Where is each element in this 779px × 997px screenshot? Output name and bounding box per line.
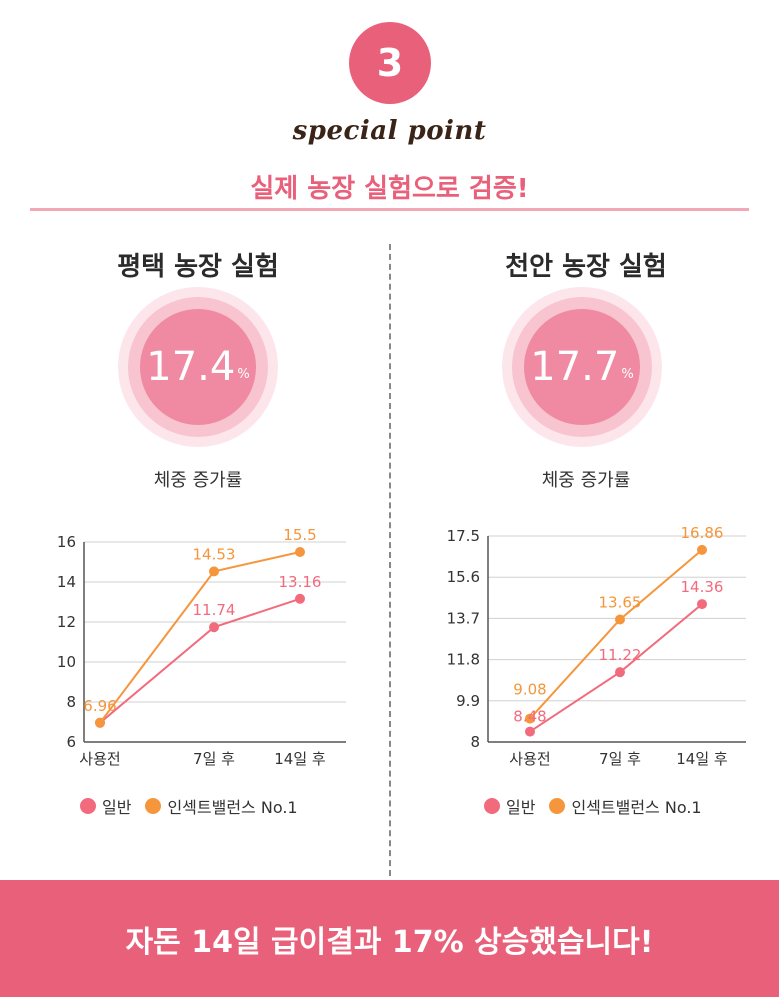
data-label: 16.86 (681, 524, 724, 542)
line-chart-cheonan: 8 9.9 11.8 13.7 15.6 17.5 사용전 7일 후 14일 후 8.48 11.2… (430, 520, 750, 770)
legend-label: 인섹트밸런스 No.1 (571, 798, 702, 817)
step-number-badge: 3 (349, 22, 431, 104)
y-tick-label: 6 (66, 733, 76, 751)
data-label: 13.16 (279, 573, 322, 591)
farm-title-pyeongtaek: 평택 농장 실험 (117, 252, 279, 282)
x-tick-label: 7일 후 (193, 750, 235, 768)
column-divider (389, 244, 391, 876)
legend-dot (80, 798, 96, 814)
data-point (615, 667, 625, 678)
data-point (295, 547, 305, 557)
x-tick-label: 7일 후 (599, 750, 641, 768)
x-tick-label: 사용전 (79, 750, 120, 768)
y-tick-label: 8 (470, 733, 480, 751)
header-divider (30, 208, 749, 211)
legend-item: 일반 (484, 794, 535, 818)
data-label: 8.48 (513, 708, 546, 726)
legend-item: 인섹트밸런스 No.1 (549, 794, 702, 818)
data-label: 13.65 (599, 593, 642, 611)
weight-gain-circle-pyeongtaek: 17.4% (118, 287, 278, 447)
y-tick-label: 15.6 (447, 568, 480, 586)
headline: 실제 농장 실험으로 검증! (250, 174, 529, 204)
circle-core: 17.4% (140, 309, 256, 425)
y-tick-label: 16 (57, 533, 76, 551)
data-point (209, 622, 219, 633)
data-label: 6.96 (83, 697, 116, 715)
percent-unit: % (237, 366, 250, 382)
y-tick-label: 9.9 (456, 692, 480, 710)
legend-label: 인섹트밸런스 No.1 (167, 798, 298, 817)
data-point (525, 713, 535, 724)
chart-svg: 8 9.9 11.8 13.7 15.6 17.5 사용전 7일 후 14일 후 8.48 11.2… (447, 524, 746, 768)
chart-legend: 일반 인섹트밸런스 No.1 (80, 794, 312, 818)
percent-unit: % (621, 366, 634, 382)
legend-label: 일반 (506, 798, 536, 817)
y-tick-label: 12 (57, 613, 76, 631)
x-tick-label: 사용전 (509, 750, 550, 768)
y-tick-label: 17.5 (447, 527, 480, 545)
legend-dot (549, 798, 566, 814)
footer-banner: 자돈 14일 급이결과 17% 상승했습니다! (0, 880, 779, 997)
line-chart-pyeongtaek: 6 8 10 12 14 16 사용전 7일 후 14일 후 11.74 13.16 6.96 14.5… (40, 520, 360, 770)
data-point (525, 726, 535, 737)
chart-legend: 일반 인섹트밸런스 No.1 (484, 794, 716, 818)
weight-gain-circle-cheonan: 17.7% (502, 287, 662, 447)
weight-gain-value: 17.7 (530, 344, 620, 390)
data-label: 14.53 (193, 545, 236, 563)
footer-text: 자돈 14일 급이결과 17% 상승했습니다! (125, 924, 654, 960)
y-tick-label: 11.8 (447, 651, 480, 669)
legend-dot (145, 798, 162, 814)
legend-dot (484, 798, 500, 814)
metric-label: 체중 증가률 (541, 470, 631, 491)
data-label: 11.22 (599, 646, 642, 664)
series-line (529, 549, 703, 720)
data-point (697, 544, 707, 555)
metric-label: 체중 증가률 (153, 470, 243, 491)
data-point (697, 599, 707, 610)
circle-core: 17.7% (524, 309, 640, 425)
farm-title-cheonan: 천안 농장 실험 (505, 252, 667, 282)
x-tick-label: 14일 후 (676, 750, 728, 768)
data-point (209, 566, 219, 577)
weight-gain-value: 17.4 (146, 344, 236, 390)
y-tick-label: 8 (66, 693, 76, 711)
chart-svg: 6 8 10 12 14 16 사용전 7일 후 14일 후 11.74 13.16 6.96 14.5… (57, 526, 346, 768)
data-label: 11.74 (193, 601, 236, 619)
legend-label: 일반 (102, 798, 132, 817)
data-label: 14.36 (681, 578, 724, 596)
legend-item: 일반 (80, 794, 131, 818)
y-tick-label: 14 (57, 573, 76, 591)
legend-item: 인섹트밸런스 No.1 (145, 794, 298, 818)
y-tick-label: 13.7 (447, 609, 480, 627)
data-label: 9.08 (513, 681, 546, 699)
data-point (95, 717, 105, 728)
data-label: 15.5 (283, 526, 316, 544)
x-tick-label: 14일 후 (274, 750, 326, 768)
y-tick-label: 10 (57, 653, 76, 671)
data-point (615, 614, 625, 625)
special-point-script: special point (292, 116, 487, 146)
data-point (295, 593, 305, 604)
